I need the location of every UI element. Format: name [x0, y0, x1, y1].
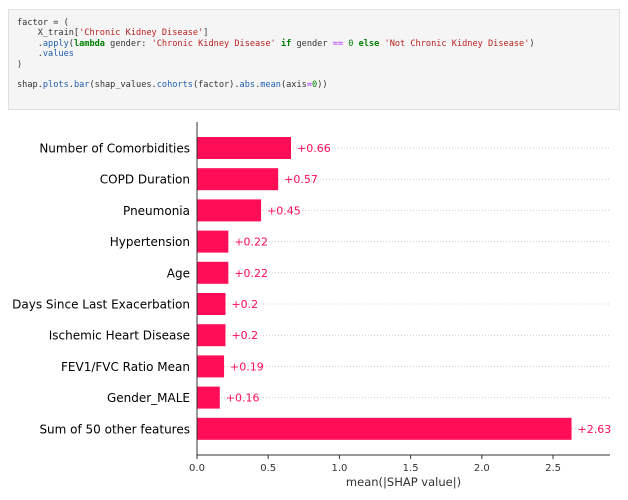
x-tick-label: 2.0 [474, 463, 490, 474]
code-token: cohorts [156, 80, 193, 91]
bar[interactable] [197, 293, 226, 315]
code-token: X_train[ [17, 28, 80, 39]
code-line: .apply(lambda gender: 'Chronic Kidney Di… [17, 39, 611, 49]
code-token: )) [317, 80, 328, 91]
code-token: lambda [73, 38, 105, 49]
code-token: . [255, 80, 261, 91]
value-label: +0.66 [297, 142, 331, 155]
x-tick-label: 0.0 [189, 463, 205, 474]
value-label: +0.2 [231, 329, 258, 342]
code-token: factor = ( [17, 18, 69, 28]
category-label: Days Since Last Exacerbation [12, 298, 190, 312]
bar[interactable] [197, 355, 225, 378]
x-axis-label: mean(|SHAP value|) [346, 475, 461, 489]
category-label: Ischemic Heart Disease [49, 329, 190, 343]
code-line: ) [17, 60, 611, 70]
bar[interactable] [197, 137, 291, 159]
code-token: gender: [104, 38, 152, 49]
category-label: Sum of 50 other features [39, 422, 190, 436]
code-token: (shap_values. [89, 80, 157, 91]
code-token: ( [68, 38, 74, 49]
code-token: shap. [17, 80, 43, 91]
code-token: 'Chronic Kidney Disease' [151, 38, 276, 49]
value-label: +0.45 [267, 204, 301, 217]
bar[interactable] [197, 199, 262, 222]
code-line: .values [17, 49, 611, 59]
code-token: 'Chronic Kidney Disease' [79, 28, 204, 39]
code-cell[interactable]: factor = ( X_train['Chronic Kidney Disea… [8, 9, 620, 110]
code-token: ) [17, 59, 23, 70]
bar[interactable] [197, 230, 229, 253]
code-token: = [306, 80, 313, 91]
code-token: . [17, 38, 43, 49]
value-label: +0.16 [226, 392, 260, 405]
code-token: . [17, 49, 43, 60]
code-token: 'Not Chronic Kidney Disease' [384, 38, 530, 49]
bar[interactable] [197, 386, 220, 409]
code-token: if [280, 38, 292, 49]
shap-bar-chart: Number of Comorbidities +0.66 COPD Duratio… [12, 122, 612, 489]
code-token: values [42, 49, 74, 60]
code-token: (factor). [192, 80, 240, 91]
bar[interactable] [197, 261, 229, 284]
code-token: plots [42, 80, 69, 91]
value-label: +0.22 [234, 267, 268, 280]
code-token: == [332, 38, 344, 49]
x-tick-label: 1.5 [403, 463, 419, 474]
bar[interactable] [197, 168, 279, 191]
category-label: Pneumonia [123, 204, 190, 218]
category-label: Age [167, 266, 190, 280]
code-token: bar [73, 80, 90, 91]
value-label: +0.2 [231, 298, 258, 311]
code-token: ) [529, 38, 535, 49]
code-token: 0 [312, 80, 318, 91]
value-label: +0.22 [234, 236, 268, 249]
value-label: +0.19 [230, 360, 264, 373]
code-token: . [68, 80, 74, 91]
code-token: gender [291, 38, 333, 49]
category-label: COPD Duration [100, 173, 190, 187]
x-tick-label: 1.0 [331, 463, 347, 474]
code-line: X_train['Chronic Kidney Disease'] [17, 28, 611, 38]
value-label: +2.63 [578, 423, 612, 436]
code-token: ] [203, 28, 209, 39]
code-token: abs [239, 80, 256, 91]
code-token: (axis [280, 80, 307, 91]
code-token: 0 [348, 38, 354, 49]
category-label: Number of Comorbidities [39, 142, 190, 156]
category-label: Gender_MALE [107, 391, 190, 405]
code-token: mean [260, 80, 281, 91]
category-label: Hypertension [110, 235, 190, 249]
code-token: apply [42, 38, 69, 49]
code-token: else [358, 38, 380, 49]
category-label: FEV1/FVC Ratio Mean [61, 360, 190, 374]
code-line: factor = ( [17, 18, 611, 28]
x-tick-label: 0.5 [260, 463, 276, 474]
bar[interactable] [197, 324, 226, 347]
x-tick-label: 2.5 [545, 463, 561, 474]
value-label: +0.57 [284, 173, 318, 186]
code-line [17, 70, 611, 80]
code-line: shap.plots.bar(shap_values.cohorts(facto… [17, 80, 611, 90]
bar[interactable] [197, 417, 572, 440]
